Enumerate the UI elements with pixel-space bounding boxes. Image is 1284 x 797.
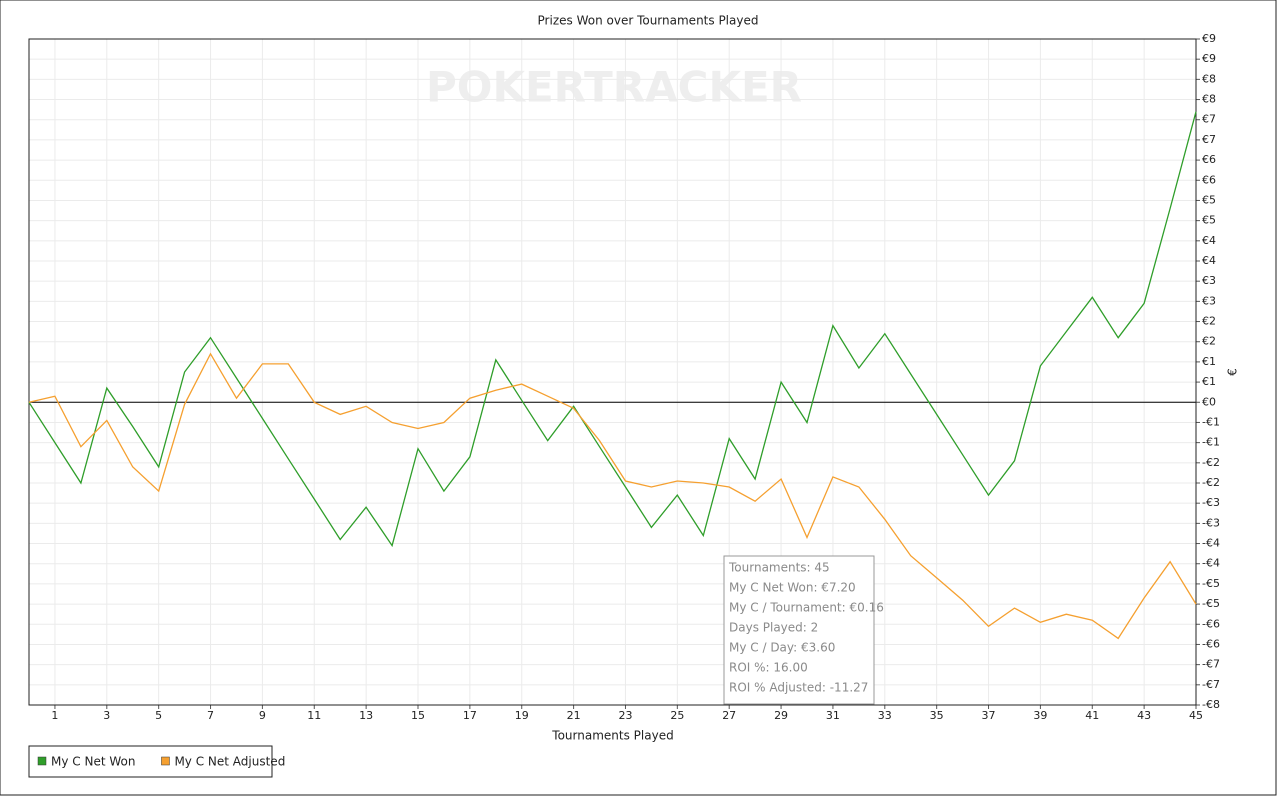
- y-tick-label: €4: [1202, 234, 1216, 247]
- tooltip-line: Tournaments: 45: [728, 561, 830, 575]
- plot-border: [28, 38, 1197, 706]
- y-tick-label: €0: [1202, 395, 1216, 408]
- y-tick-label: €2: [1202, 335, 1216, 348]
- y-tick-label: -€5: [1202, 577, 1220, 590]
- tooltip-line: ROI %: 16.00: [729, 661, 808, 675]
- legend-swatch: [161, 756, 170, 766]
- x-tick-label: 39: [1033, 709, 1047, 722]
- legend-swatch: [37, 756, 47, 766]
- y-tick-label: €9: [1202, 32, 1216, 45]
- x-tick-label: 25: [670, 709, 684, 722]
- y-tick-label: -€8: [1202, 698, 1220, 711]
- y-tick-label: -€5: [1202, 597, 1220, 610]
- x-tick-label: 5: [155, 709, 162, 722]
- x-tick-label: 27: [722, 709, 736, 722]
- y-tick-label: -€4: [1202, 537, 1220, 550]
- legend-box: [28, 745, 273, 778]
- x-tick-label: 43: [1137, 709, 1151, 722]
- x-tick-label: 11: [307, 709, 321, 722]
- y-tick-label: -€7: [1202, 658, 1220, 671]
- watermark: POKERTRACKER: [426, 63, 802, 112]
- y-tick-label: -€2: [1202, 456, 1220, 469]
- legend-label: My C Net Adjusted: [174, 755, 285, 769]
- x-tick-label: 13: [359, 709, 373, 722]
- tooltip-line: Days Played: 2: [729, 621, 818, 635]
- y-tick-label: €8: [1202, 72, 1216, 85]
- chart-title: Prizes Won over Tournaments Played: [538, 14, 759, 28]
- x-tick-label: 29: [774, 709, 788, 722]
- y-tick-label: -€2: [1202, 476, 1220, 489]
- series-line: [28, 352, 1197, 640]
- x-axis-label: Tournaments Played: [551, 729, 673, 743]
- x-tick-label: 31: [826, 709, 840, 722]
- y-tick-label: €2: [1202, 315, 1216, 328]
- tooltip-line: My C / Tournament: €0.16: [729, 601, 884, 615]
- y-tick-label: €1: [1202, 355, 1216, 368]
- x-tick-label: 23: [618, 709, 632, 722]
- y-tick-label: €6: [1202, 153, 1216, 166]
- y-tick-label: €5: [1202, 193, 1216, 206]
- y-tick-label: €8: [1202, 93, 1216, 106]
- y-tick-label: €6: [1202, 173, 1216, 186]
- x-tick-label: 1: [51, 709, 58, 722]
- y-tick-label: -€7: [1202, 678, 1220, 691]
- y-tick-label: -€6: [1202, 637, 1220, 650]
- y-tick-label: -€3: [1202, 516, 1220, 529]
- x-tick-label: 7: [207, 709, 214, 722]
- x-tick-label: 33: [878, 709, 892, 722]
- y-tick-label: -€1: [1202, 415, 1220, 428]
- tooltip-line: ROI % Adjusted: -11.27: [729, 681, 868, 695]
- x-tick-label: 35: [930, 709, 944, 722]
- y-tick-label: €1: [1202, 375, 1216, 388]
- y-tick-label: -€1: [1202, 436, 1220, 449]
- legend-label: My C Net Won: [51, 755, 135, 769]
- y-tick-label: -€6: [1202, 617, 1220, 630]
- x-tick-label: 37: [982, 709, 996, 722]
- series-line: [28, 111, 1197, 548]
- y-tick-label: €5: [1202, 214, 1216, 227]
- y-axis-label: €: [1226, 368, 1240, 376]
- x-tick-label: 45: [1189, 709, 1203, 722]
- y-tick-label: €3: [1202, 274, 1216, 287]
- x-tick-label: 3: [103, 709, 110, 722]
- y-tick-label: -€3: [1202, 496, 1220, 509]
- x-tick-label: 21: [567, 709, 581, 722]
- y-tick-label: €4: [1202, 254, 1216, 267]
- y-tick-label: €7: [1202, 133, 1216, 146]
- y-tick-label: €7: [1202, 113, 1216, 126]
- y-tick-label: €3: [1202, 294, 1216, 307]
- tooltip-box: [723, 555, 875, 705]
- x-tick-label: 17: [463, 709, 477, 722]
- x-tick-label: 41: [1085, 709, 1099, 722]
- y-tick-label: -€4: [1202, 557, 1220, 570]
- x-tick-label: 9: [259, 709, 266, 722]
- y-tick-label: €9: [1202, 52, 1216, 65]
- x-tick-label: 15: [411, 709, 425, 722]
- x-tick-label: 19: [515, 709, 529, 722]
- tooltip-line: My C / Day: €3.60: [729, 641, 835, 655]
- tooltip-line: My C Net Won: €7.20: [729, 581, 856, 595]
